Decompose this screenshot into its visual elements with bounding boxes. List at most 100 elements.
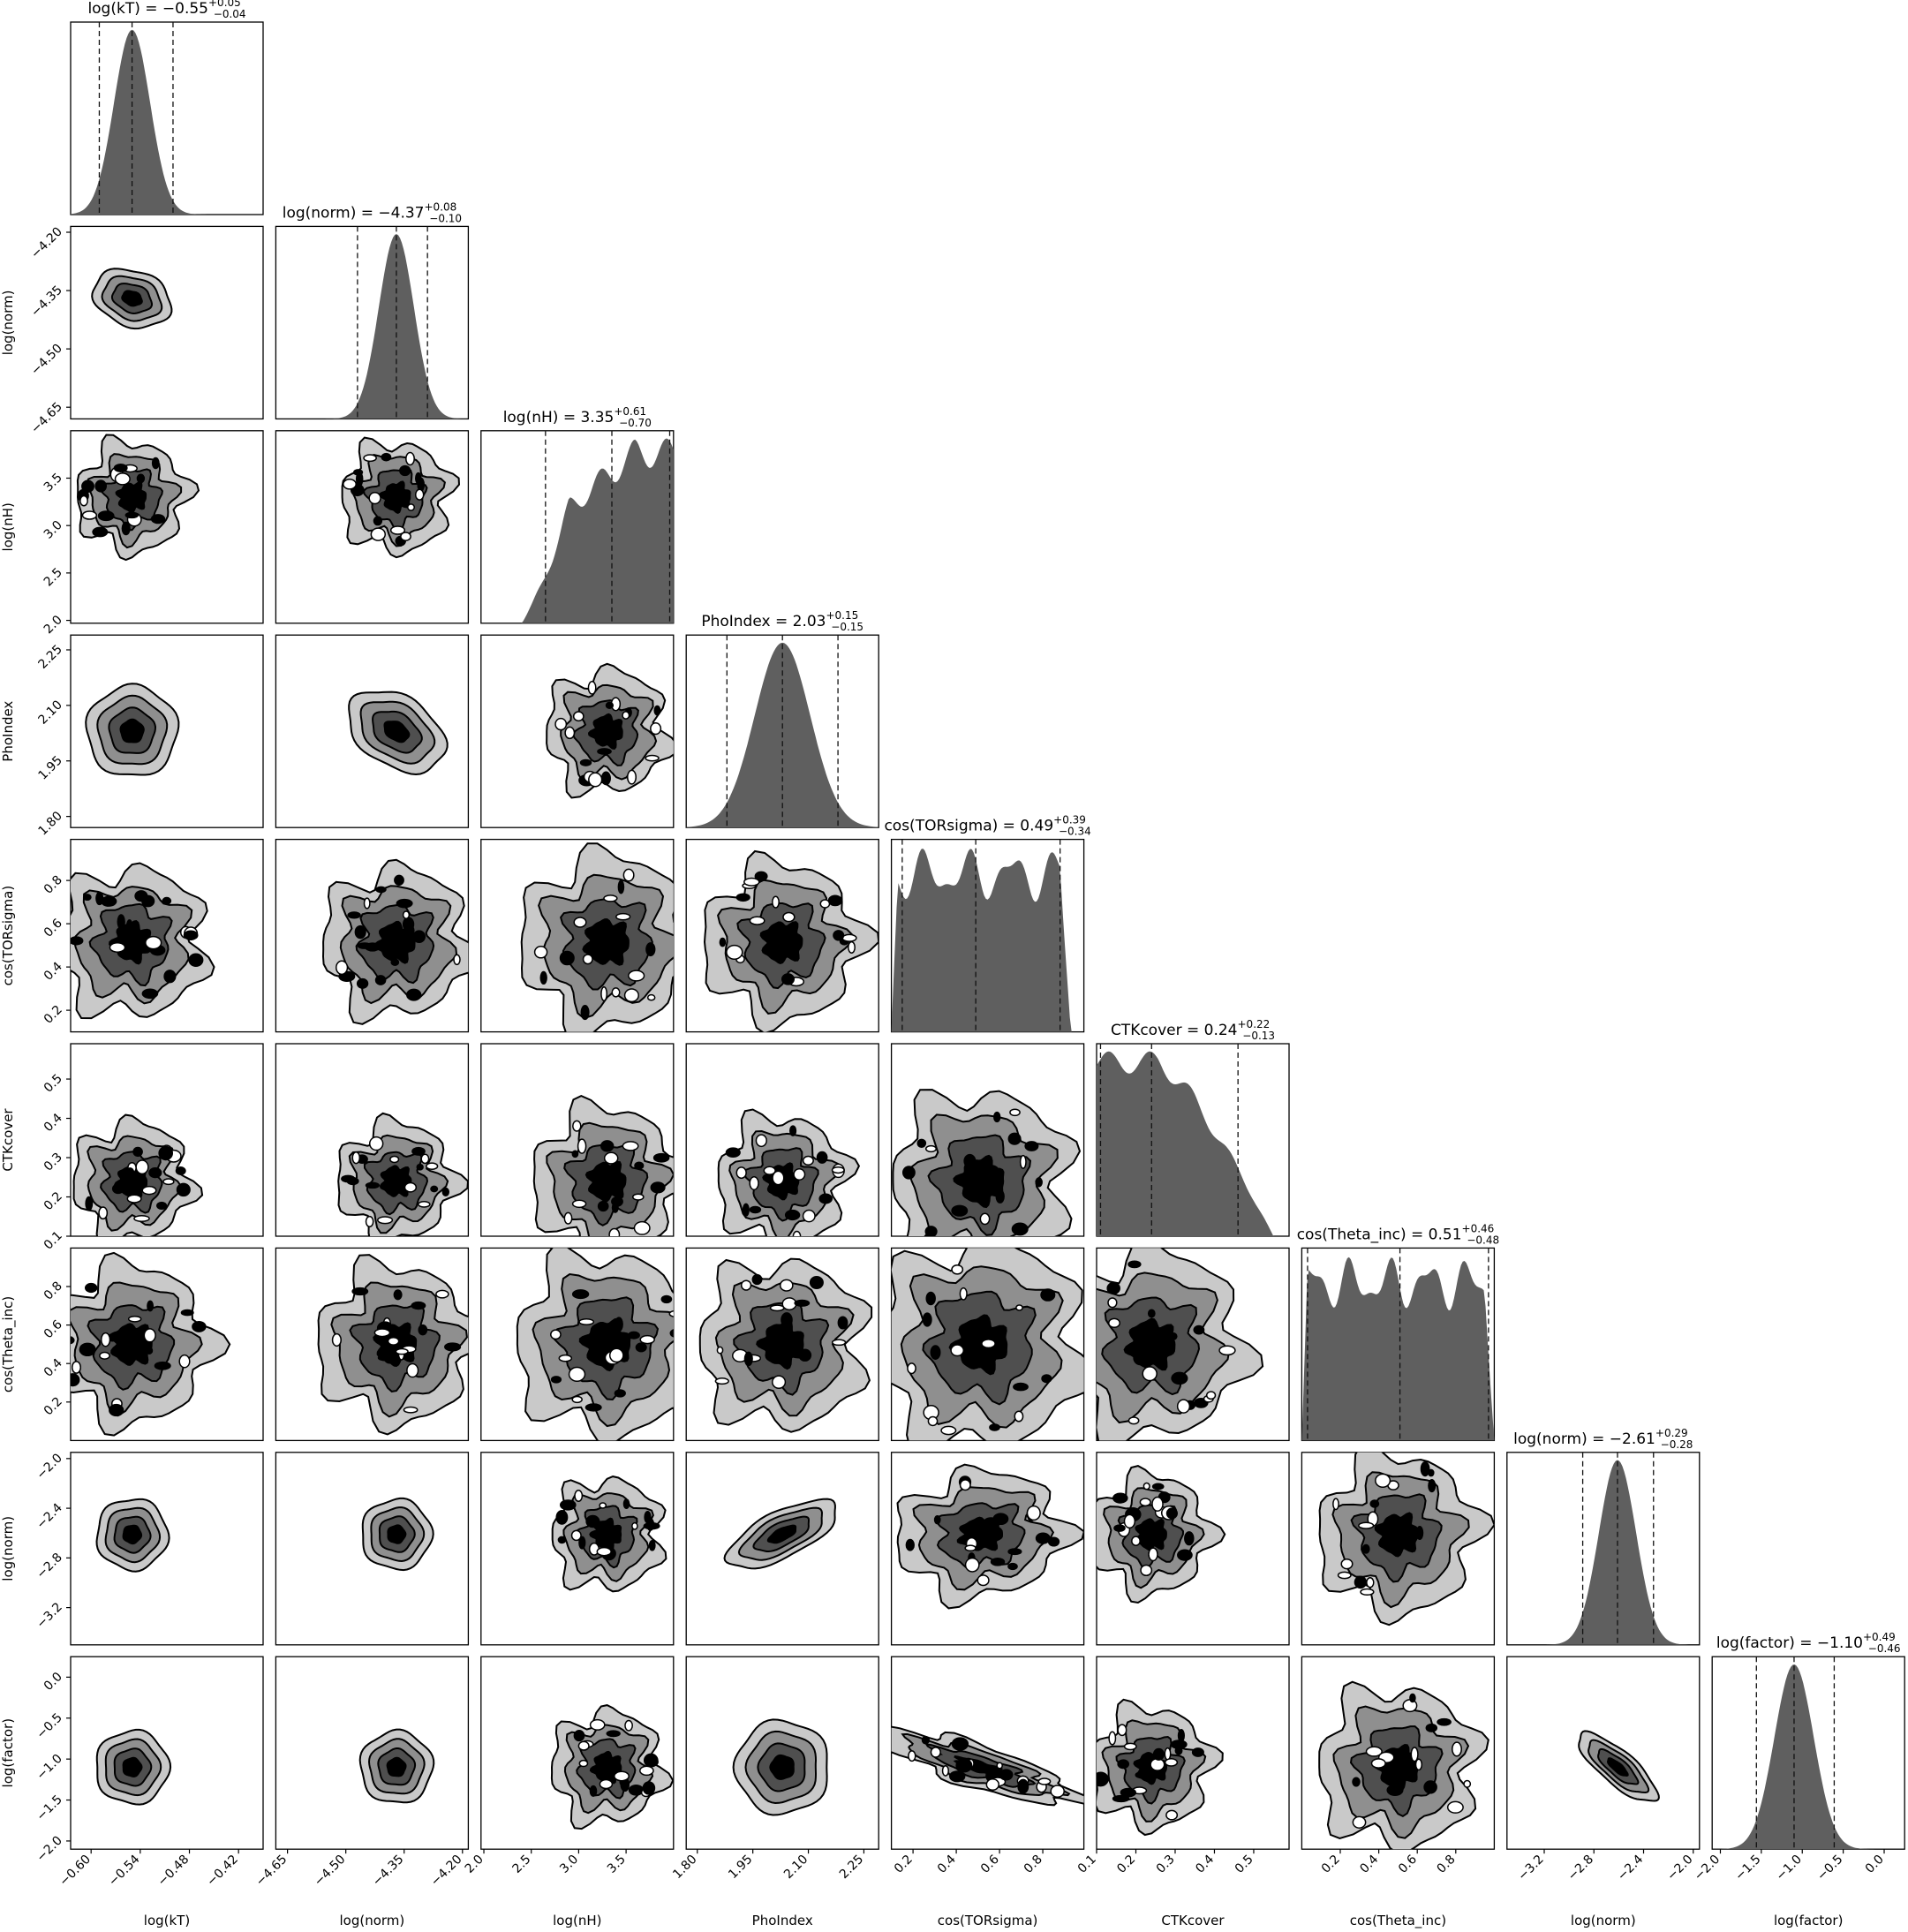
x-tick-label: 0.4 bbox=[935, 1853, 959, 1876]
contour-island bbox=[905, 1538, 915, 1551]
contour-island bbox=[180, 1309, 194, 1317]
y-tick-label: 0.1 bbox=[41, 1229, 65, 1253]
contour-island bbox=[435, 1289, 449, 1299]
y-tick-label: 0.2 bbox=[41, 1003, 65, 1027]
contour-island bbox=[611, 987, 621, 998]
contour-island bbox=[141, 1185, 157, 1196]
contour-island bbox=[600, 985, 608, 1002]
contour-island bbox=[981, 1339, 996, 1349]
contour-island bbox=[645, 942, 656, 957]
x-tick-label: −1.0 bbox=[1774, 1853, 1805, 1883]
contour-island bbox=[1107, 1317, 1121, 1328]
contour-panel-6-3 bbox=[685, 1247, 879, 1442]
contour-island bbox=[1133, 1350, 1148, 1366]
contour-island bbox=[147, 1300, 155, 1312]
contour-level-4 bbox=[582, 918, 630, 966]
contour-island bbox=[414, 488, 425, 501]
contour-island bbox=[417, 1201, 431, 1208]
contour-island bbox=[735, 1166, 747, 1180]
contour-island bbox=[1420, 1460, 1430, 1477]
contour-island bbox=[82, 894, 92, 902]
contour-island bbox=[97, 510, 115, 522]
contour-island bbox=[407, 503, 415, 511]
contour-island bbox=[109, 1403, 124, 1417]
contour-island bbox=[331, 1332, 342, 1347]
contour-island bbox=[596, 1546, 612, 1557]
hist-area bbox=[480, 438, 674, 623]
contour-island bbox=[1112, 1492, 1128, 1504]
contour-island bbox=[1013, 1382, 1029, 1392]
contour-island bbox=[387, 1336, 400, 1346]
contour-island bbox=[1360, 1588, 1375, 1596]
x-tick-label: −4.65 bbox=[253, 1853, 290, 1890]
contour-island bbox=[599, 1778, 614, 1790]
contour-island bbox=[1383, 1520, 1392, 1528]
contour-panel-7-1 bbox=[275, 1452, 470, 1646]
contour-island bbox=[648, 1540, 656, 1551]
contour-island bbox=[924, 1233, 936, 1236]
contour-island bbox=[148, 1166, 162, 1179]
contour-island bbox=[579, 758, 592, 766]
y-tick-label: −2.0 bbox=[34, 1833, 64, 1864]
contour-island bbox=[743, 1351, 753, 1367]
x-axis-3: 1.80 1.95 2.10 2.25 PhoIndex bbox=[670, 1849, 866, 1928]
y-tick-label: −2.4 bbox=[34, 1501, 64, 1532]
y-tick-label: 0.2 bbox=[41, 1394, 65, 1418]
contour-island bbox=[389, 525, 406, 535]
contour-level-4 bbox=[756, 1319, 804, 1370]
contour-island bbox=[1019, 1154, 1027, 1169]
contour-island bbox=[955, 1758, 973, 1773]
contour-island bbox=[989, 1423, 1000, 1431]
contour-island bbox=[950, 1344, 965, 1357]
contour-island bbox=[1354, 1575, 1368, 1589]
y-axis-label: log(norm) bbox=[0, 1516, 16, 1581]
y-tick-label: −4.20 bbox=[28, 225, 65, 262]
contour-island bbox=[580, 1005, 590, 1021]
contour-island bbox=[573, 917, 587, 928]
contour-island bbox=[393, 1289, 403, 1301]
contour-island bbox=[1205, 1391, 1217, 1400]
contour-island bbox=[1117, 1759, 1130, 1770]
contour-island bbox=[377, 1216, 394, 1225]
y-tick-label: 0.2 bbox=[41, 1189, 65, 1213]
hist-area bbox=[1097, 1051, 1289, 1236]
contour-level-4 bbox=[109, 920, 152, 965]
contour-panel-8-2 bbox=[480, 1656, 675, 1850]
contour-level-4 bbox=[119, 718, 145, 743]
x-axis-1: −4.65 −4.50 −4.35 −4.20 log(norm) bbox=[253, 1849, 465, 1928]
contour-island bbox=[555, 1509, 569, 1525]
contour-island bbox=[341, 1174, 356, 1183]
contour-island bbox=[1165, 1809, 1179, 1821]
y-tick-label: 2.0 bbox=[41, 613, 65, 637]
y-axis-label: log(nH) bbox=[0, 502, 16, 551]
contour-island bbox=[589, 1785, 598, 1797]
contour-island bbox=[368, 491, 381, 505]
contour-island bbox=[642, 1781, 656, 1795]
contour-island bbox=[848, 940, 856, 954]
hist-area bbox=[1301, 1257, 1495, 1441]
x-axis-label: cos(Theta_inc) bbox=[1350, 1913, 1446, 1929]
y-tick-label: 0.4 bbox=[41, 960, 65, 984]
contour-island bbox=[1007, 1548, 1022, 1556]
contour-island bbox=[792, 1230, 802, 1236]
x-axis-label: PhoIndex bbox=[752, 1913, 813, 1928]
contour-island bbox=[365, 942, 381, 952]
contour-island bbox=[394, 874, 404, 886]
x-tick-label: −2.8 bbox=[1565, 1853, 1596, 1883]
contour-island bbox=[982, 1517, 999, 1531]
contour-island bbox=[347, 911, 361, 919]
contour-island bbox=[782, 911, 796, 923]
contour-island bbox=[1120, 1787, 1136, 1798]
contour-island bbox=[351, 1287, 369, 1296]
contour-island bbox=[396, 1171, 406, 1184]
contour-island bbox=[98, 1206, 109, 1220]
contour-island bbox=[1170, 1740, 1188, 1749]
contour-island bbox=[188, 953, 204, 968]
param-title: log(norm) = −4.37+0.08 −0.10 bbox=[283, 200, 462, 224]
contour-island bbox=[635, 1342, 647, 1353]
y-tick-label: −3.2 bbox=[34, 1600, 64, 1631]
contour-island bbox=[631, 1521, 638, 1530]
contour-island bbox=[643, 1521, 660, 1530]
contour-island bbox=[1176, 1399, 1191, 1414]
y-tick-label: 0.3 bbox=[41, 1151, 65, 1174]
